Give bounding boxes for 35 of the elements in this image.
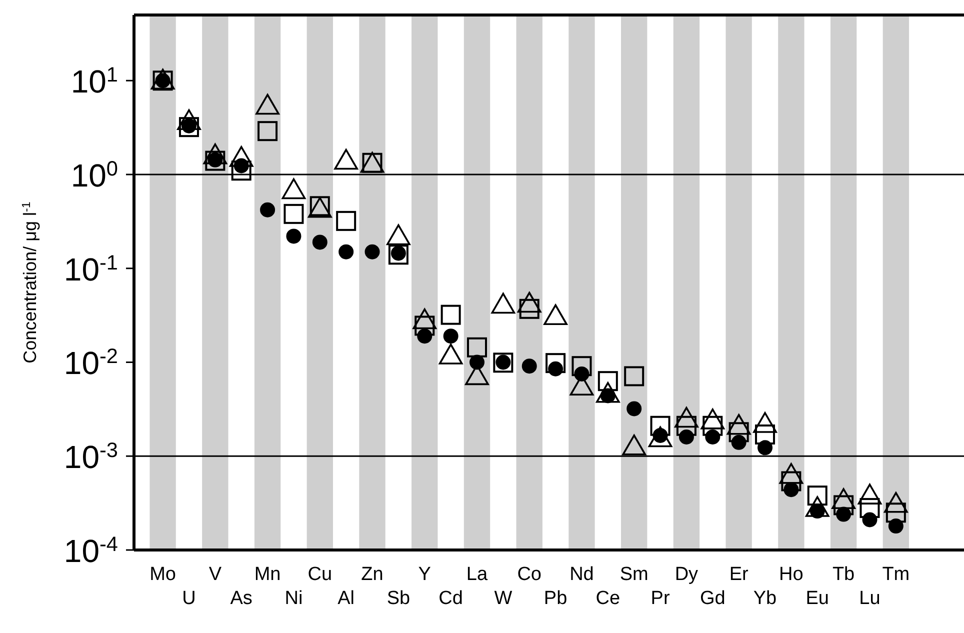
x-tick-label: Er	[729, 564, 749, 585]
x-tick-label: V	[208, 564, 222, 585]
x-tick-label: Ni	[284, 588, 303, 609]
y-tick-label: 10$^{-4}$	[64, 532, 118, 569]
x-tick-label: Co	[517, 564, 542, 585]
x-tick-label: U	[182, 588, 196, 609]
y-tick-label: 10$^{0}$	[70, 156, 118, 194]
x-tick-label: Al	[338, 588, 355, 609]
y-tick-label: 10$^{1}$	[70, 63, 118, 100]
x-tick-label: Tm	[882, 564, 910, 585]
x-tick-label: Mo	[150, 564, 176, 585]
x-tick-label: Tb	[832, 564, 855, 585]
x-tick-label: Cd	[438, 588, 463, 609]
x-tick-label: Ho	[779, 564, 804, 585]
x-tick-label: Cu	[308, 564, 332, 585]
x-tick-label: Dy	[674, 564, 699, 585]
x-tick-label: As	[230, 588, 252, 609]
x-tick-label: Y	[418, 564, 432, 585]
x-tick-label: La	[466, 564, 488, 585]
x-tick-label: W	[494, 588, 512, 609]
y-tick-label: 10$^{-2}$	[64, 344, 118, 382]
x-tick-label: Pb	[544, 588, 568, 609]
x-tick-label: Sb	[386, 588, 410, 609]
x-tick-label: Eu	[806, 588, 829, 609]
x-tick-label: Yb	[753, 588, 777, 609]
y-tick-label: 10$^{-1}$	[64, 250, 118, 288]
x-tick-label: Ce	[596, 588, 620, 609]
x-tick-label: Mn	[254, 564, 281, 585]
y-tick-label: 10$^{-3}$	[64, 438, 118, 476]
x-tick-label: Lu	[859, 588, 880, 609]
x-tick-label: Sm	[620, 564, 648, 585]
x-tick-label: Zn	[361, 564, 384, 585]
x-tick-label: Pr	[650, 588, 670, 609]
x-tick-label: Nd	[570, 564, 594, 585]
x-tick-label: Gd	[700, 588, 726, 609]
